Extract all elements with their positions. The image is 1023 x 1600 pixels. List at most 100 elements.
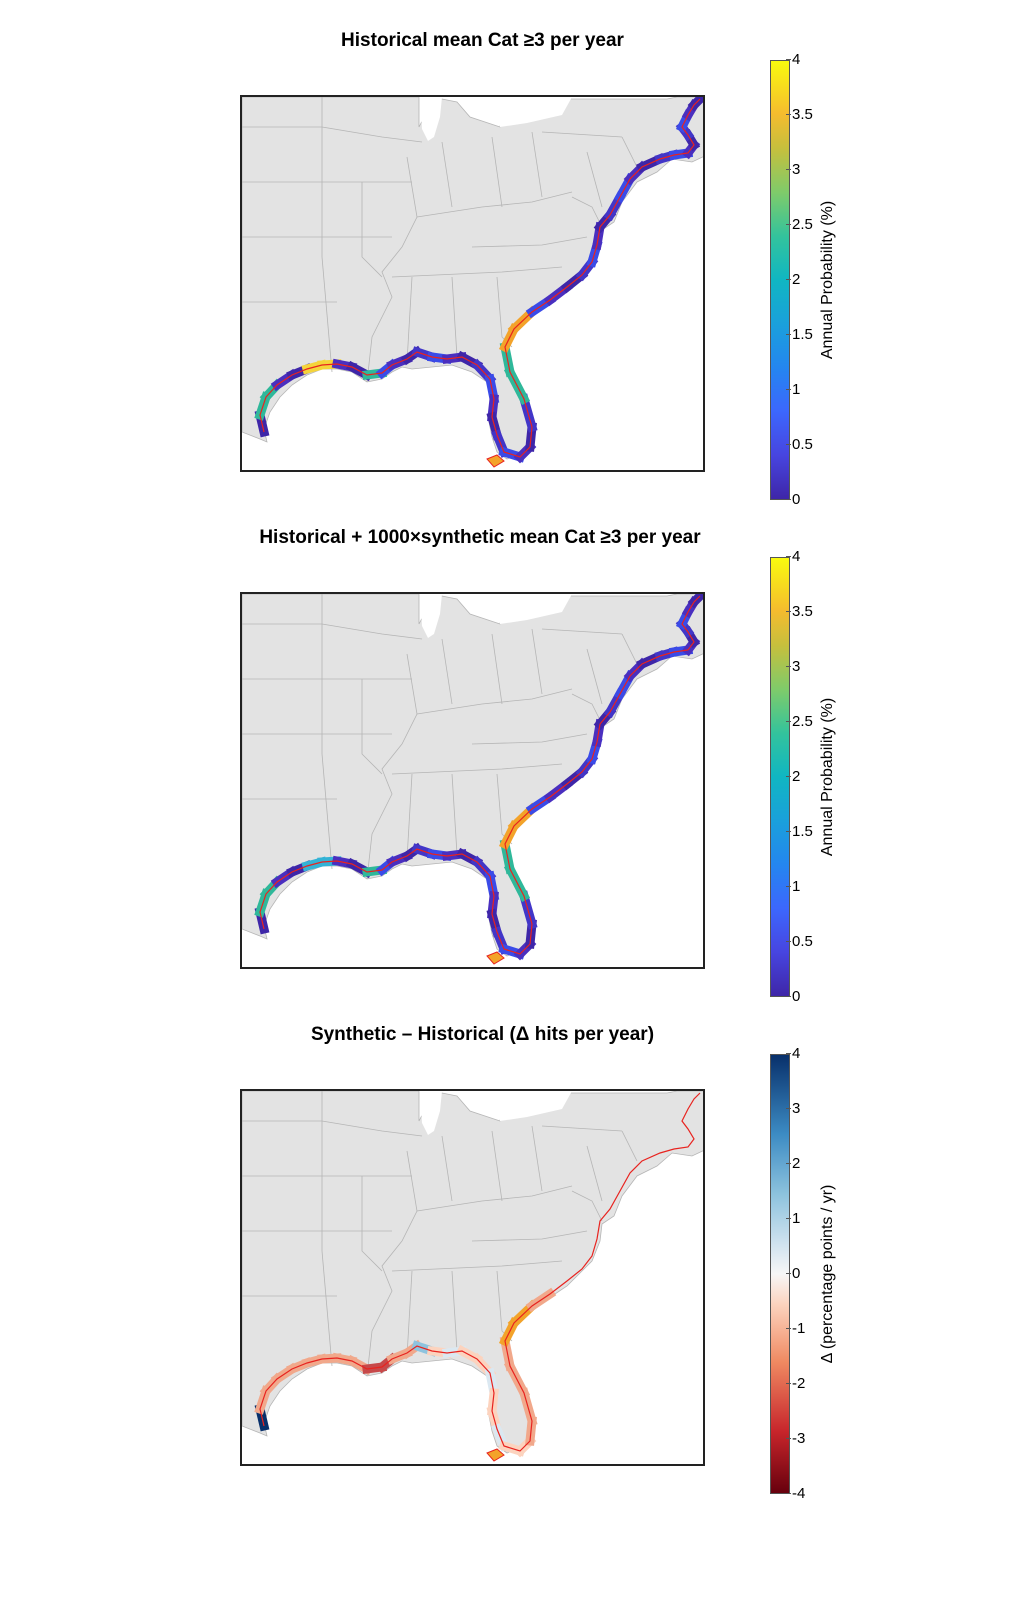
state-border: [391, 266, 563, 278]
land-area: [242, 1091, 703, 1454]
state-border: [586, 1145, 603, 1202]
state-border: [451, 773, 458, 855]
coastline-outline: [259, 1092, 701, 1452]
colorbar-label: Annual Probability (%): [819, 200, 836, 360]
state-border: [361, 1176, 383, 1272]
state-border: [541, 1125, 623, 1132]
colorbar-tick: -3: [785, 1430, 806, 1447]
colorbar-tick: 4: [785, 51, 801, 68]
colorbar-tick: 4: [785, 1045, 801, 1062]
colorbar-tick: 1.5: [786, 326, 813, 343]
colorbar-tick: -1: [785, 1320, 806, 1337]
state-border: [441, 1135, 453, 1202]
colorbar-tick: 2.5: [786, 713, 813, 730]
map-frame: [240, 1089, 705, 1466]
colorbar-tick: 3: [785, 161, 801, 178]
state-border: [321, 1250, 333, 1367]
state-border: [541, 628, 623, 635]
land-area: [242, 594, 703, 957]
colorbar-tick: 1: [785, 878, 801, 895]
state-border: [491, 136, 503, 208]
colorbar-tick: 3.5: [786, 603, 813, 620]
state-border: [321, 256, 333, 373]
colorbar-tick: -2: [785, 1375, 806, 1392]
state-border: [531, 1125, 543, 1192]
state-border: [406, 773, 413, 860]
state-border: [586, 151, 603, 208]
colorbar-label: Annual Probability (%): [819, 697, 836, 857]
coastline-outline: [259, 595, 701, 955]
state-border: [441, 141, 453, 208]
lake-area: [497, 594, 572, 624]
colorbar-tick: 3: [785, 1100, 801, 1117]
colorbar-tick: 1.5: [786, 823, 813, 840]
colorbar-tick: 0: [785, 988, 801, 1005]
state-border: [242, 126, 423, 143]
panel-historical: Historical mean Cat ≥3 per year Annual P…: [0, 0, 1023, 507]
state-border: [406, 276, 413, 363]
state-border: [451, 276, 458, 358]
map-frame: [240, 95, 705, 472]
state-border: [416, 1185, 573, 1212]
colorbar-tick: 2: [785, 768, 801, 785]
state-border: [321, 753, 333, 870]
lake-area: [420, 1091, 442, 1135]
colorbar-tick: 4: [785, 548, 801, 565]
land-area: [242, 97, 703, 460]
state-border: [571, 1190, 603, 1222]
panel-title: Synthetic – Historical (Δ hits per year): [310, 1024, 655, 1045]
florida-keys: [486, 951, 505, 965]
state-border: [621, 633, 638, 665]
state-border: [621, 136, 638, 168]
colorbar-tick: 1: [785, 381, 801, 398]
state-border: [391, 763, 563, 775]
state-border: [531, 131, 543, 198]
lake-area: [497, 97, 572, 127]
panel-title: Historical mean Cat ≥3 per year: [341, 30, 624, 51]
map-svg: [242, 1091, 703, 1462]
state-border: [571, 196, 603, 228]
state-border: [531, 628, 543, 695]
colorbar: [770, 557, 790, 997]
colorbar-tick: -4: [785, 1485, 806, 1502]
state-border: [451, 1270, 458, 1352]
state-border: [491, 633, 503, 705]
colorbar-tick: 0: [785, 491, 801, 508]
state-border: [361, 182, 383, 278]
state-border: [621, 1130, 638, 1162]
colorbar-tick: 0.5: [786, 436, 813, 453]
panel-title: Historical + 1000×synthetic mean Cat ≥3 …: [259, 527, 701, 548]
state-border: [242, 623, 423, 640]
coastline-outline: [259, 98, 701, 458]
colorbar-tick: 0.5: [786, 933, 813, 950]
state-border: [541, 131, 623, 138]
colorbar-tick: 2: [785, 271, 801, 288]
colorbar-tick: 2.5: [786, 216, 813, 233]
state-border: [471, 236, 588, 248]
colorbar-tick: 1: [785, 1210, 801, 1227]
colorbar: [770, 60, 790, 500]
colorbar-tick: 2: [785, 1155, 801, 1172]
lake-area: [420, 594, 442, 638]
state-border: [471, 1230, 588, 1242]
florida-keys: [486, 454, 505, 468]
colorbar: [770, 1054, 790, 1494]
state-border: [406, 1270, 413, 1357]
state-border: [586, 648, 603, 705]
lake-area: [497, 1091, 572, 1121]
colorbar-tick: 3.5: [786, 106, 813, 123]
state-border: [391, 1260, 563, 1272]
state-border: [416, 191, 573, 218]
state-border: [571, 693, 603, 725]
colorbar-tick: 3: [785, 658, 801, 675]
panel-historical-synthetic: Historical + 1000×synthetic mean Cat ≥3 …: [0, 497, 1023, 1004]
panel-difference: Synthetic – Historical (Δ hits per year)…: [0, 994, 1023, 1501]
map-svg: [242, 97, 703, 468]
florida-keys: [486, 1448, 505, 1462]
lake-area: [420, 97, 442, 141]
map-svg: [242, 594, 703, 965]
colorbar-tick: 0: [785, 1265, 801, 1282]
state-border: [441, 638, 453, 705]
map-frame: [240, 592, 705, 969]
state-border: [416, 688, 573, 715]
